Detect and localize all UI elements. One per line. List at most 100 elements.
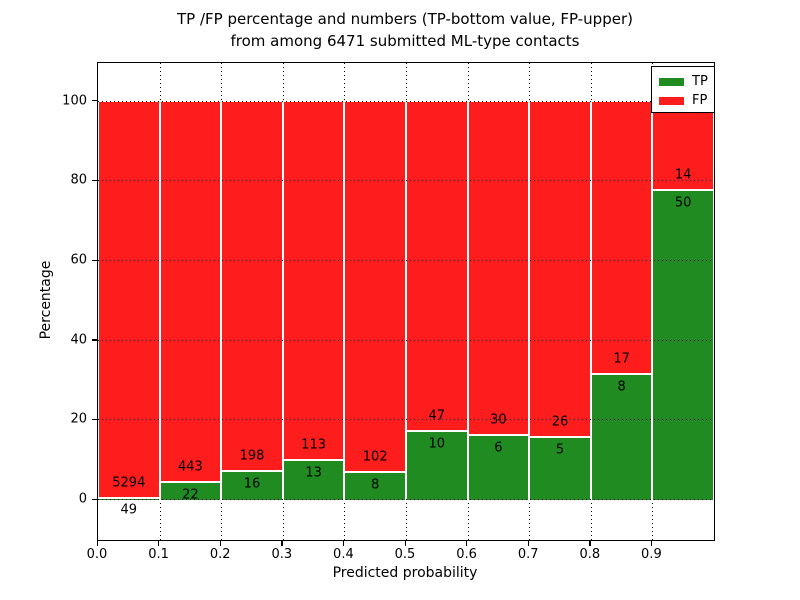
stacked-bar-0.2-0.3 — [221, 101, 283, 501]
x-tick-label: 0.9 — [641, 547, 662, 562]
x-tick-label: 0.4 — [333, 547, 354, 562]
stacked-bar-0.1-0.2 — [159, 101, 222, 501]
fp-count-label: 5294 — [112, 475, 146, 491]
x-tick-mark — [96, 540, 98, 546]
tp-count-label: 49 — [120, 502, 138, 518]
gridline-horizontal — [98, 100, 714, 102]
bar-segment-tp — [345, 471, 405, 501]
y-tick-mark — [92, 179, 97, 182]
x-tick-mark — [158, 540, 160, 546]
chart-title: TP /FP percentage and numbers (TP-bottom… — [177, 10, 633, 28]
y-tick-label: 100 — [62, 93, 87, 109]
x-tick-mark — [219, 540, 221, 546]
tp-count-label: 10 — [428, 436, 446, 452]
gridline-horizontal — [98, 339, 714, 341]
fp-count-label: 198 — [239, 448, 265, 464]
bar-segment-tp — [591, 372, 652, 501]
y-tick-label: 20 — [70, 411, 87, 427]
bar-segment-tp — [222, 470, 282, 501]
bar-segment-fp — [345, 101, 405, 472]
y-tick-label: 60 — [70, 252, 87, 268]
bar-segment-fp — [468, 101, 529, 434]
x-tick-label: 0.6 — [456, 547, 477, 562]
y-tick-mark — [92, 100, 97, 102]
tp-count-label: 13 — [305, 465, 322, 481]
tp-count-label: 6 — [494, 440, 503, 456]
legend-item-fp: FP — [659, 91, 714, 110]
tp-count-label: 50 — [674, 195, 692, 211]
y-tick-mark — [92, 339, 97, 341]
legend-swatch-fp — [659, 96, 684, 105]
x-tick-label: 0.7 — [517, 547, 539, 562]
x-tick-label: 0.3 — [271, 547, 293, 562]
x-tick-mark — [589, 540, 591, 546]
bar-segment-tp — [653, 188, 713, 501]
x-tick-label: 0.5 — [394, 547, 416, 562]
bar-segment-fp — [222, 101, 282, 471]
y-tick-mark — [92, 259, 97, 261]
fp-count-label: 443 — [177, 459, 203, 475]
fp-count-label: 47 — [428, 408, 446, 424]
y-axis-label: Percentage — [38, 260, 54, 340]
x-tick-mark — [527, 540, 529, 546]
tp-count-label: 22 — [182, 487, 199, 503]
y-tick-label: 80 — [70, 172, 87, 188]
bar-segment-fp — [283, 101, 344, 460]
bar-segment-tp — [530, 435, 590, 501]
y-tick-mark — [92, 498, 97, 500]
bar-segment-tp — [407, 430, 467, 501]
stacked-bar-0.0-0.1 — [98, 101, 160, 501]
chart-title-block: TP /FP percentage and numbers (TP-bottom… — [97, 8, 713, 52]
legend-label: TP — [692, 74, 708, 89]
bar-segment-fp — [653, 101, 713, 189]
stacked-bar-0.4-0.5 — [344, 101, 406, 501]
x-tick-mark — [404, 540, 406, 546]
bar-segment-fp — [530, 101, 590, 436]
bar-segment-tp — [468, 433, 529, 501]
legend-item-tp: TP — [659, 72, 714, 91]
fp-count-label: 113 — [301, 437, 327, 453]
x-tick-label: 0.2 — [209, 547, 231, 562]
bar-segment-fp — [99, 101, 159, 497]
bar-segment-tp — [99, 496, 159, 501]
bar-segment-fp — [407, 101, 467, 431]
x-tick-mark — [342, 540, 345, 546]
tp-count-label: 8 — [371, 477, 380, 493]
tp-count-label: 8 — [617, 379, 626, 395]
legend: TP FP — [651, 66, 715, 113]
stacked-bar-0.5-0.6 — [406, 101, 468, 501]
x-tick-mark — [281, 540, 283, 546]
stacked-bar-0.7-0.8 — [529, 101, 591, 501]
x-tick-mark — [466, 540, 468, 546]
fp-count-label: 14 — [674, 167, 692, 183]
bars-layer — [98, 101, 714, 501]
x-tick-label: 0.8 — [579, 547, 601, 562]
x-tick-mark — [650, 540, 653, 546]
stacked-bar-0.8-0.9 — [590, 101, 653, 501]
y-tick-label: 0 — [78, 491, 87, 507]
legend-swatch-tp — [659, 77, 684, 86]
fp-count-label: 17 — [613, 351, 630, 367]
chart-subtitle: from among 6471 submitted ML-type contac… — [230, 32, 580, 50]
x-tick-label: 0.0 — [86, 547, 108, 562]
bar-segment-tp — [160, 481, 221, 501]
plot-area: 5294 49 443 22 198 16 113 13 102 8 47 10 30 6 26 5 17 8 14… — [97, 62, 715, 541]
bar-segment-fp — [160, 101, 221, 482]
tp-count-label: 5 — [555, 442, 565, 458]
stacked-bar-0.6-0.7 — [467, 101, 530, 501]
x-axis-label: Predicted probability — [332, 565, 478, 581]
fp-count-label: 26 — [551, 414, 569, 430]
bar-segment-fp — [591, 101, 652, 373]
y-tick-label: 40 — [70, 332, 87, 348]
stacked-bar-0.3-0.4 — [282, 101, 345, 501]
tp-count-label: 16 — [243, 476, 261, 492]
fp-count-label: 102 — [362, 449, 388, 465]
y-tick-mark — [92, 418, 97, 421]
x-tick-label: 0.1 — [148, 547, 169, 562]
gridline-horizontal — [98, 180, 714, 182]
gridline-horizontal — [98, 419, 714, 421]
legend-label: FP — [692, 93, 708, 108]
stacked-bar-0.9-1.0 — [652, 101, 714, 501]
bar-segment-tp — [283, 459, 344, 501]
